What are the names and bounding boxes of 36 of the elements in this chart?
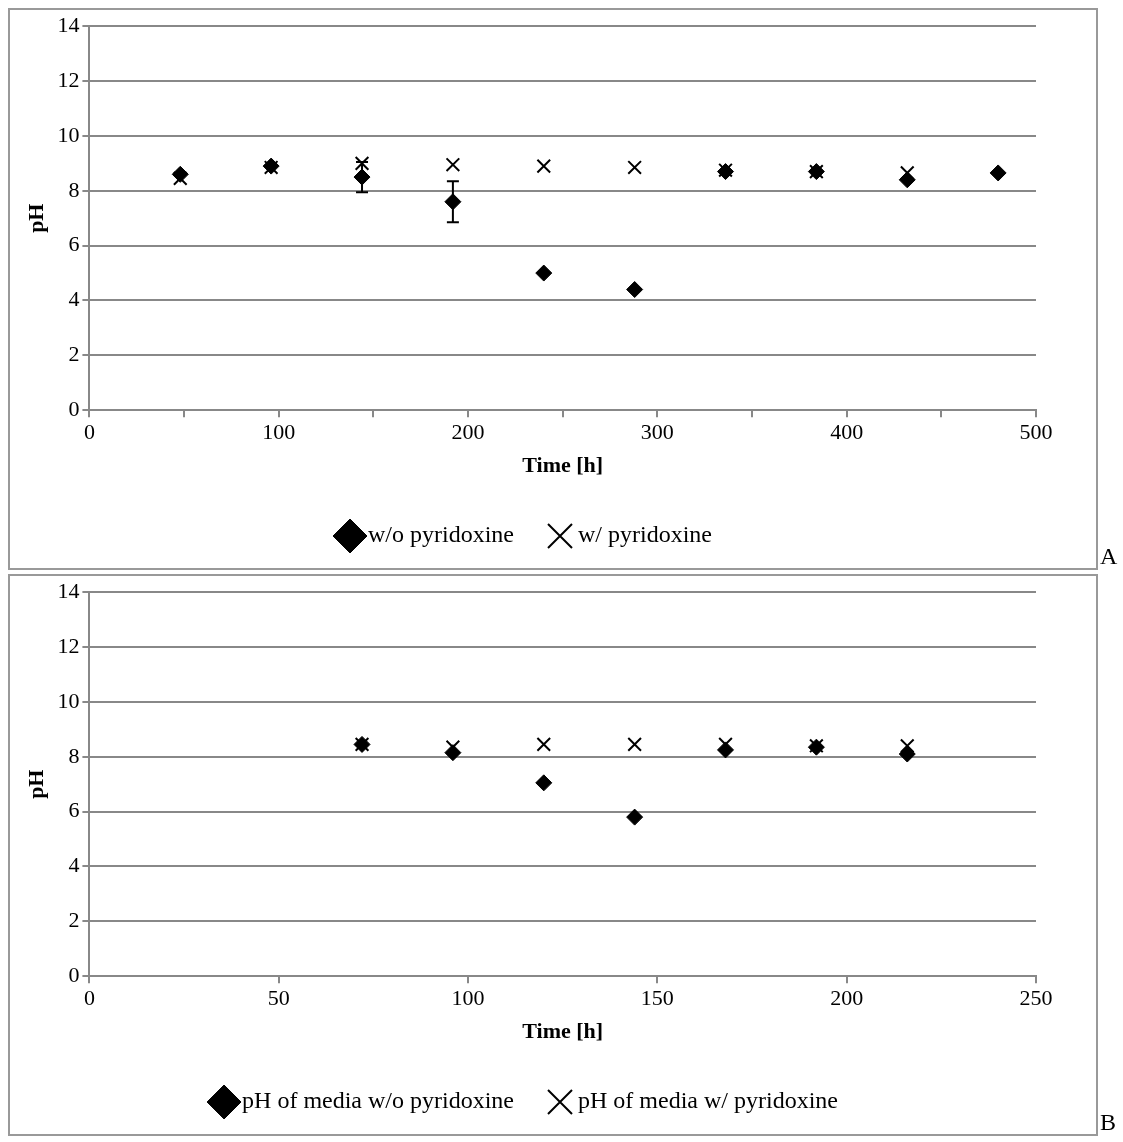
- x-tick-label: 100: [451, 985, 485, 1011]
- x-tick-label: 300: [640, 419, 674, 445]
- x-axis-title: Time [h]: [522, 452, 604, 478]
- x-tick-label: 200: [830, 985, 864, 1011]
- x-axis-title: Time [h]: [522, 1018, 604, 1044]
- y-tick-label: 10: [57, 121, 80, 147]
- y-tick-label: 6: [68, 797, 80, 823]
- x-tick-label: 500: [1019, 419, 1053, 445]
- y-tick-label: 8: [68, 176, 80, 202]
- y-axis-title: pH: [22, 769, 48, 799]
- legend-label: pH of media w/o pyridoxine: [242, 1087, 515, 1114]
- y-tick-label: 14: [57, 577, 80, 603]
- y-tick-label: 4: [68, 286, 80, 312]
- y-tick-label: 6: [68, 231, 80, 257]
- x-tick-label: 150: [640, 985, 674, 1011]
- x-tick-label: 200: [451, 419, 485, 445]
- text: B: [1100, 1109, 1117, 1135]
- y-tick-label: 0: [68, 961, 80, 987]
- y-tick-label: 0: [68, 395, 80, 421]
- x-tick-label: 50: [267, 985, 290, 1011]
- y-tick-label: 12: [57, 66, 80, 92]
- y-tick-label: 14: [57, 11, 80, 37]
- y-tick-label: 12: [57, 632, 80, 658]
- y-tick-label: 8: [68, 742, 80, 768]
- legend-label: pH of media w/ pyridoxine: [578, 1087, 838, 1114]
- legend-label: w/o pyridoxine: [368, 521, 514, 548]
- x-tick-label: 250: [1019, 985, 1053, 1011]
- x-tick-label: 100: [262, 419, 296, 445]
- y-tick-label: 4: [68, 852, 80, 878]
- x-tick-label: 400: [830, 419, 864, 445]
- y-tick-label: 2: [68, 341, 80, 367]
- text: A: [1100, 543, 1118, 569]
- legend-label: w/ pyridoxine: [578, 521, 712, 548]
- y-tick-label: 10: [57, 687, 80, 713]
- y-tick-label: 2: [68, 907, 80, 933]
- y-axis-title: pH: [22, 203, 48, 233]
